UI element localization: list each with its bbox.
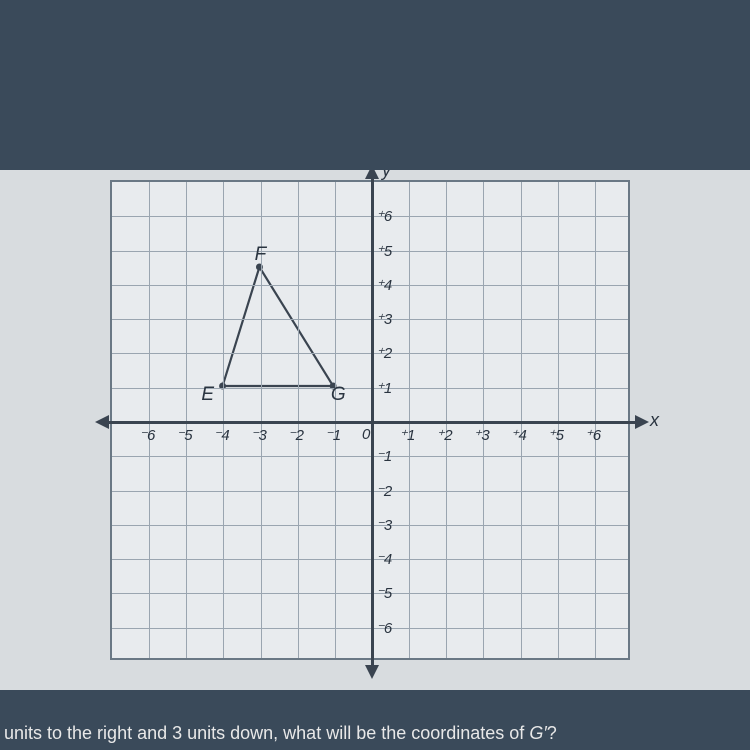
y-axis-label: y — [382, 170, 391, 181]
x-tick-label: ⁺2 — [436, 426, 452, 444]
vertex-label-g: G — [331, 384, 346, 406]
x-tick-label: ⁺4 — [511, 426, 527, 444]
y-tick-label: ⁺2 — [376, 344, 392, 362]
y-tick-label: ⁺4 — [376, 276, 392, 294]
y-tick-label: ⁻4 — [376, 550, 392, 568]
x-tick-label: ⁻5 — [176, 426, 192, 444]
vertex-label-f: F — [255, 244, 267, 266]
question-text: units to the right and 3 units down, wha… — [0, 723, 750, 744]
x-axis-label: x — [650, 410, 659, 431]
question-suffix: ? — [547, 723, 557, 743]
y-tick-label: ⁻2 — [376, 482, 392, 500]
y-tick-label: ⁺5 — [376, 242, 392, 260]
y-tick-label: ⁻5 — [376, 584, 392, 602]
y-tick-label: ⁻6 — [376, 619, 392, 637]
x-tick-label: 0 — [362, 426, 370, 443]
x-tick-label: ⁺3 — [473, 426, 489, 444]
y-tick-label: ⁺3 — [376, 310, 392, 328]
y-tick-label: ⁻3 — [376, 516, 392, 534]
y-tick-label: ⁺6 — [376, 207, 392, 225]
y-tick-label: ⁻1 — [376, 447, 392, 465]
x-tick-label: ⁺5 — [548, 426, 564, 444]
vertex-label-e: E — [201, 384, 214, 406]
x-tick-label: ⁻1 — [325, 426, 341, 444]
question-prefix: units to the right and 3 units down, wha… — [4, 723, 529, 743]
coordinate-grid: ⁻6 ⁻5 ⁻4 ⁻3 ⁻2 ⁻1 0 ⁺1 ⁺2 ⁺3 ⁺4 ⁺5 ⁺6 ⁺6 ⁺5 ⁺4 ⁺3 ⁺2 ⁺1 ⁻1 ⁻… — [110, 180, 630, 660]
x-tick-label: ⁻3 — [251, 426, 267, 444]
x-tick-label: ⁺1 — [399, 426, 415, 444]
x-tick-label: ⁻2 — [288, 426, 304, 444]
screenshot-region: ⁻6 ⁻5 ⁻4 ⁻3 ⁻2 ⁻1 0 ⁺1 ⁺2 ⁺3 ⁺4 ⁺5 ⁺6 ⁺6 ⁺5 ⁺4 ⁺3 ⁺2 ⁺1 ⁻1 ⁻… — [0, 170, 750, 690]
question-var: G′ — [529, 723, 546, 743]
x-tick-label: ⁺6 — [585, 426, 601, 444]
x-tick-label: ⁻6 — [139, 426, 155, 444]
y-tick-label: ⁺1 — [376, 379, 392, 397]
x-tick-label: ⁻4 — [213, 426, 229, 444]
